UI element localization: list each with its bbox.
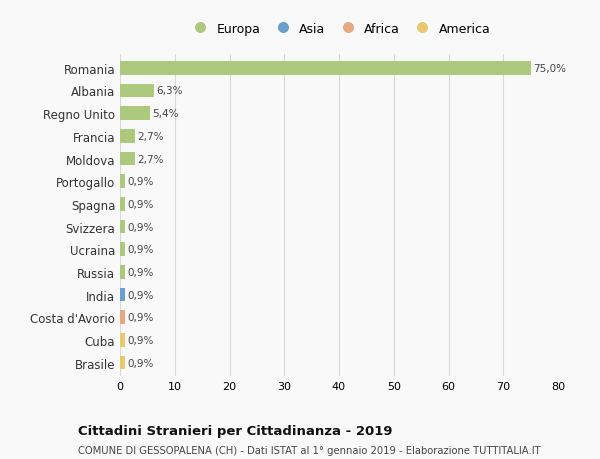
Bar <box>120 356 125 369</box>
Bar <box>120 311 125 325</box>
Text: 75,0%: 75,0% <box>533 64 566 73</box>
Text: COMUNE DI GESSOPALENA (CH) - Dati ISTAT al 1° gennaio 2019 - Elaborazione TUTTIT: COMUNE DI GESSOPALENA (CH) - Dati ISTAT … <box>78 445 541 455</box>
Bar <box>120 130 135 143</box>
Bar <box>120 243 125 257</box>
Text: 0,9%: 0,9% <box>127 199 154 209</box>
Text: 0,9%: 0,9% <box>127 313 154 323</box>
Text: 2,7%: 2,7% <box>137 154 163 164</box>
Bar <box>120 288 125 302</box>
Text: 0,9%: 0,9% <box>127 290 154 300</box>
Text: 2,7%: 2,7% <box>137 132 163 141</box>
Legend: Europa, Asia, Africa, America: Europa, Asia, Africa, America <box>188 23 490 36</box>
Bar <box>120 265 125 279</box>
Bar <box>120 333 125 347</box>
Bar <box>120 175 125 189</box>
Bar <box>120 152 135 166</box>
Bar <box>120 220 125 234</box>
Bar <box>120 198 125 211</box>
Text: Cittadini Stranieri per Cittadinanza - 2019: Cittadini Stranieri per Cittadinanza - 2… <box>78 425 392 437</box>
Text: 5,4%: 5,4% <box>152 109 178 119</box>
Text: 6,3%: 6,3% <box>157 86 183 96</box>
Text: 0,9%: 0,9% <box>127 267 154 277</box>
Text: 0,9%: 0,9% <box>127 245 154 255</box>
Bar <box>120 84 154 98</box>
Text: 0,9%: 0,9% <box>127 177 154 187</box>
Text: 0,9%: 0,9% <box>127 222 154 232</box>
Text: 0,9%: 0,9% <box>127 358 154 368</box>
Bar <box>120 107 149 121</box>
Bar <box>120 62 530 75</box>
Text: 0,9%: 0,9% <box>127 335 154 345</box>
